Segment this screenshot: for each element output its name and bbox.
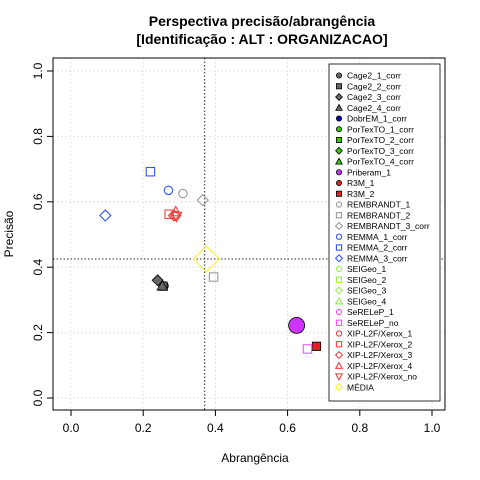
x-axis-label: Abrangência <box>221 451 289 465</box>
legend-label: REMMA_3_corr <box>347 253 408 263</box>
legend-marker <box>335 190 342 197</box>
data-point-cage2-4-corr <box>156 279 169 291</box>
legend-marker <box>335 244 343 251</box>
legend-marker <box>335 233 343 240</box>
legend-marker <box>334 254 344 263</box>
data-point-m-dia <box>192 245 221 273</box>
x-tick-label: 1.0 <box>424 421 441 435</box>
legend-label: REMMA_1_corr <box>347 232 408 242</box>
legend-label: PorTexTO_2_corr <box>347 135 414 145</box>
legend-label: Cage2_1_corr <box>347 71 401 81</box>
legend-marker <box>335 157 343 165</box>
legend-label: Cage2_3_corr <box>347 92 401 102</box>
legend-label: XIP-L2F/Xerox_4 <box>347 361 412 371</box>
legend-label: XIP-L2F/Xerox_2 <box>347 339 412 349</box>
data-point-serelep-no <box>302 344 313 354</box>
data-point-remma-2-corr <box>145 166 156 177</box>
legend-label: SEIGeo_1 <box>347 264 386 274</box>
legend-marker <box>335 115 342 122</box>
x-tick-label: 0.8 <box>351 421 368 435</box>
data-point-r3m-2 <box>311 341 322 351</box>
legend-label: DobrEM_1_corr <box>347 114 407 124</box>
legend-label: PorTexTO_1_corr <box>347 124 414 134</box>
legend-label: REMBRANDT_3_corr <box>347 221 430 231</box>
legend-marker <box>334 373 344 381</box>
legend-marker <box>334 350 344 360</box>
legend-marker <box>335 319 343 326</box>
data-point-remma-3-corr <box>99 209 112 222</box>
legend-marker <box>335 146 343 155</box>
data-points <box>99 166 322 354</box>
legend-label: SEIGeo_3 <box>347 286 386 296</box>
legend-marker <box>335 341 343 348</box>
data-point-rembrandt-3-corr <box>196 193 210 207</box>
legend-marker <box>335 126 342 133</box>
legend-label: SeRELeP_1 <box>347 307 394 317</box>
legend-label: PorTexTO_3_corr <box>347 146 414 156</box>
data-point-xip-l2f-xerox-2 <box>164 209 174 219</box>
y-tick-label: 0.8 <box>31 128 45 145</box>
data-point-xip-l2f-xerox-4 <box>169 205 182 217</box>
legend-label: REMBRANDT_2 <box>347 210 411 220</box>
legend-label: XIP-L2F/Xerox_1 <box>347 329 412 339</box>
data-point-cage2-3-corr <box>151 274 164 287</box>
legend-label: R3M_2 <box>347 189 375 199</box>
legend-label: SEIGeo_4 <box>347 296 386 306</box>
legend-label: R3M_1 <box>347 178 375 188</box>
plot-frame <box>52 57 446 411</box>
chart-title: Perspectiva precisão/abrangência <box>149 13 376 29</box>
legend-label: PorTexTO_4_corr <box>347 157 414 167</box>
y-axis-label: Precisão <box>2 210 16 257</box>
y-tick-label: 0.2 <box>31 324 45 341</box>
legend-label: XIP-L2F/Xerox_3 <box>347 350 412 360</box>
legend-label: REMMA_2_corr <box>347 243 408 253</box>
legend-marker <box>335 276 343 283</box>
legend-label: SeRELeP_no <box>347 318 399 328</box>
legend-marker <box>335 169 342 176</box>
legend-marker <box>334 383 344 392</box>
x-tick-label: 0.2 <box>135 421 152 435</box>
data-point-remma-1-corr <box>163 185 174 196</box>
x-tick-label: 0.4 <box>207 421 224 435</box>
y-tick-label: 1.0 <box>31 62 45 79</box>
legend-label: Priberam_1 <box>347 167 391 177</box>
legend-label: REMBRANDT_1 <box>347 200 411 210</box>
legend-label: XIP-L2F/Xerox_no <box>347 372 417 382</box>
legend-marker <box>335 330 343 337</box>
y-tick-label: 0.4 <box>31 259 45 276</box>
y-tick-label: 0.6 <box>31 193 45 210</box>
legend-marker <box>335 83 342 90</box>
legend-marker <box>335 136 342 143</box>
data-point-xip-l2f-xerox-no <box>170 211 183 223</box>
y-tick-label: 0.0 <box>31 389 45 406</box>
legend-label: Cage2_4_corr <box>347 103 401 113</box>
x-tick-label: 0.6 <box>279 421 296 435</box>
legend-marker <box>335 179 342 186</box>
legend-marker <box>335 72 342 79</box>
data-point-priberam-1 <box>288 317 306 334</box>
legend-marker <box>334 221 344 231</box>
legend-box <box>328 63 441 402</box>
x-tick-label: 0.0 <box>63 421 80 435</box>
legend-marker <box>334 296 344 305</box>
legend-label: SEIGeo_2 <box>347 275 386 285</box>
legend-label: MÉDIA <box>347 382 374 392</box>
data-point-rembrandt-1 <box>178 188 188 199</box>
legend-marker <box>334 361 344 369</box>
legend-label: Cage2_2_corr <box>347 81 401 91</box>
legend-marker <box>335 201 343 208</box>
y-axis: 0.0 0.2 0.4 0.6 0.8 1.0 <box>31 62 53 406</box>
legend-marker <box>335 308 343 316</box>
legend-marker <box>335 212 343 219</box>
data-point-xip-l2f-xerox-3 <box>167 209 181 222</box>
data-point-rembrandt-2 <box>208 272 219 282</box>
legend-marker <box>335 103 343 111</box>
legend-marker <box>334 286 344 295</box>
x-axis: 0.0 0.2 0.4 0.6 0.8 1.0 <box>63 410 441 435</box>
legend-marker <box>335 265 343 273</box>
chart-subtitle: [Identificação : ALT : ORGANIZACAO] <box>136 31 387 47</box>
legend-marker <box>335 93 343 101</box>
legend: Cage2_1_corrCage2_2_corrCage2_3_corrCage… <box>328 63 441 402</box>
